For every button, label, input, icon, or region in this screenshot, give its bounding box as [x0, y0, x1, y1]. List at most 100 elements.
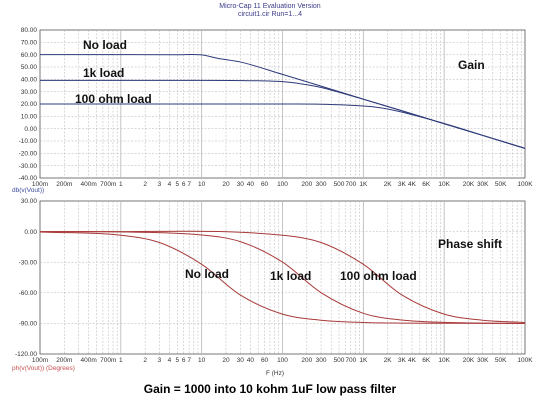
phase-x-tick-label: 7: [187, 357, 191, 364]
gain-x-tick-label: 500: [334, 181, 345, 188]
phase-series-label-1k-load: 1k load: [270, 269, 311, 283]
gain-x-tick-label: 400m: [81, 181, 97, 188]
phase-y-tick-label: -90.00: [19, 321, 38, 328]
gain-x-tick-label: 1K: [359, 181, 368, 188]
gain-y-tick-label: 80.00: [21, 27, 38, 34]
gain-x-tick-label: 3K: [398, 181, 407, 188]
gain-x-tick-label: 30: [237, 181, 245, 188]
phase-x-tick-label: 700m: [100, 357, 116, 364]
gain-x-tick-label: 100K: [517, 181, 533, 188]
phase-chart-label: Phase shift: [438, 237, 502, 251]
phase-y-tick-label: -120.00: [15, 351, 37, 358]
gain-y-tick-label: -10.00: [19, 138, 38, 145]
phase-x-tick-label: 100m: [32, 357, 48, 364]
phase-x-tick-label: 50K: [495, 357, 507, 364]
phase-x-tick-label: 400m: [81, 357, 97, 364]
phase-series-label-no-load: No load: [185, 267, 229, 281]
phase-x-tick-label: 100K: [517, 357, 533, 364]
phase-axis-label: ph(v(Vout)) (Degrees): [12, 365, 75, 372]
gain-x-tick-label: 20: [222, 181, 230, 188]
gain-x-tick-label: 20K: [463, 181, 475, 188]
gain-y-tick-label: 20.00: [21, 101, 38, 108]
gain-series-label-100-ohm-load: 100 ohm load: [75, 92, 152, 106]
phase-series-line-1: [39, 231, 526, 324]
gain-series-label-1k-load: 1k load: [83, 66, 124, 80]
gain-y-tick-label: 40.00: [21, 77, 38, 84]
gain-x-tick-label: 40: [247, 181, 255, 188]
phase-y-tick-label: 30.00: [21, 198, 38, 205]
gain-x-tick-label: 700m: [100, 181, 116, 188]
gain-x-tick-label: 200m: [56, 181, 72, 188]
phase-x-tick-label: 4: [168, 357, 172, 364]
phase-x-tick-label: 2K: [384, 357, 393, 364]
phase-y-tick-label: -30.00: [19, 259, 38, 266]
phase-x-tick-label: 1K: [359, 357, 368, 364]
gain-x-tick-label: 60: [261, 181, 269, 188]
gain-y-tick-label: 70.00: [21, 40, 38, 47]
phase-series-label-100-ohm-load: 100 ohm load: [340, 269, 417, 283]
phase-x-tick-label: 1: [119, 357, 123, 364]
gain-chart-label: Gain: [458, 58, 485, 72]
phase-y-tick-label: -60.00: [19, 290, 38, 297]
phase-x-tick-label: 5: [176, 357, 180, 364]
phase-x-tick-label: 700: [345, 357, 356, 364]
gain-x-tick-label: 5: [176, 181, 180, 188]
gain-series-line-2: [39, 103, 526, 149]
phase-x-tick-label: 200m: [56, 357, 72, 364]
gain-y-tick-label: -40.00: [19, 175, 38, 182]
gain-y-tick-label: 60.00: [21, 52, 38, 59]
gain-axis-label: db(v(Vout)): [12, 187, 44, 194]
x-axis-label: F (Hz): [266, 370, 284, 377]
gain-x-tick-label: 1: [119, 181, 123, 188]
phase-x-tick-label: 10: [198, 357, 206, 364]
gain-x-tick-label: 200: [301, 181, 312, 188]
gain-x-tick-label: 7: [187, 181, 191, 188]
phase-x-tick-label: 10K: [438, 357, 450, 364]
gain-x-tick-label: 2K: [384, 181, 393, 188]
gain-x-tick-label: 4: [168, 181, 172, 188]
phase-x-tick-label: 200: [301, 357, 312, 364]
gain-y-tick-label: 30.00: [21, 89, 38, 96]
gain-x-tick-label: 3: [158, 181, 162, 188]
header-title: Micro-Cap 11 Evaluation Version: [219, 3, 321, 10]
phase-series-line-0: [39, 231, 526, 324]
header-subtitle: circuit1.cir Run=1...4: [238, 11, 302, 18]
phase-x-tick-label: 6K: [422, 357, 431, 364]
phase-x-tick-label: 2: [143, 357, 147, 364]
phase-x-tick-label: 30: [237, 357, 245, 364]
gain-y-tick-label: 0.00: [24, 126, 37, 133]
phase-x-tick-label: 20: [222, 357, 230, 364]
phase-x-tick-label: 20K: [463, 357, 475, 364]
gain-series-label-no-load: No load: [83, 38, 127, 52]
phase-x-tick-label: 30K: [477, 357, 489, 364]
phase-y-tick-label: 0.00: [24, 229, 37, 236]
figure-caption: Gain = 1000 into 10 kohm 1uF low pass fi…: [144, 382, 397, 396]
phase-x-tick-label: 500: [334, 357, 345, 364]
gain-x-tick-label: 4K: [408, 181, 417, 188]
gain-y-tick-label: -20.00: [19, 151, 38, 158]
gain-x-tick-label: 6: [182, 181, 186, 188]
gain-x-tick-label: 700: [345, 181, 356, 188]
phase-x-tick-label: 6: [182, 357, 186, 364]
gain-x-tick-label: 50K: [495, 181, 507, 188]
phase-x-tick-label: 100: [277, 357, 288, 364]
gain-x-tick-label: 100m: [32, 181, 48, 188]
phase-series-line-2: [39, 230, 526, 323]
phase-x-tick-label: 3K: [398, 357, 407, 364]
phase-x-tick-label: 300: [316, 357, 327, 364]
phase-x-tick-label: 60: [261, 357, 269, 364]
gain-y-tick-label: 50.00: [21, 64, 38, 71]
gain-x-tick-label: 2: [143, 181, 147, 188]
gain-x-tick-label: 30K: [477, 181, 489, 188]
gain-x-tick-label: 10K: [438, 181, 450, 188]
phase-x-tick-label: 40: [247, 357, 255, 364]
gain-x-tick-label: 300: [316, 181, 327, 188]
gain-x-tick-label: 100: [277, 181, 288, 188]
gain-x-tick-label: 6K: [422, 181, 431, 188]
gain-panel: 80.00 70.00 60.00 50.00 40.00 30.00 20.00 1 0.00…: [19, 27, 534, 188]
gain-x-tick-label: 10: [198, 181, 206, 188]
phase-x-tick-label: 4K: [408, 357, 417, 364]
phase-x-tick-label: 3: [158, 357, 162, 364]
